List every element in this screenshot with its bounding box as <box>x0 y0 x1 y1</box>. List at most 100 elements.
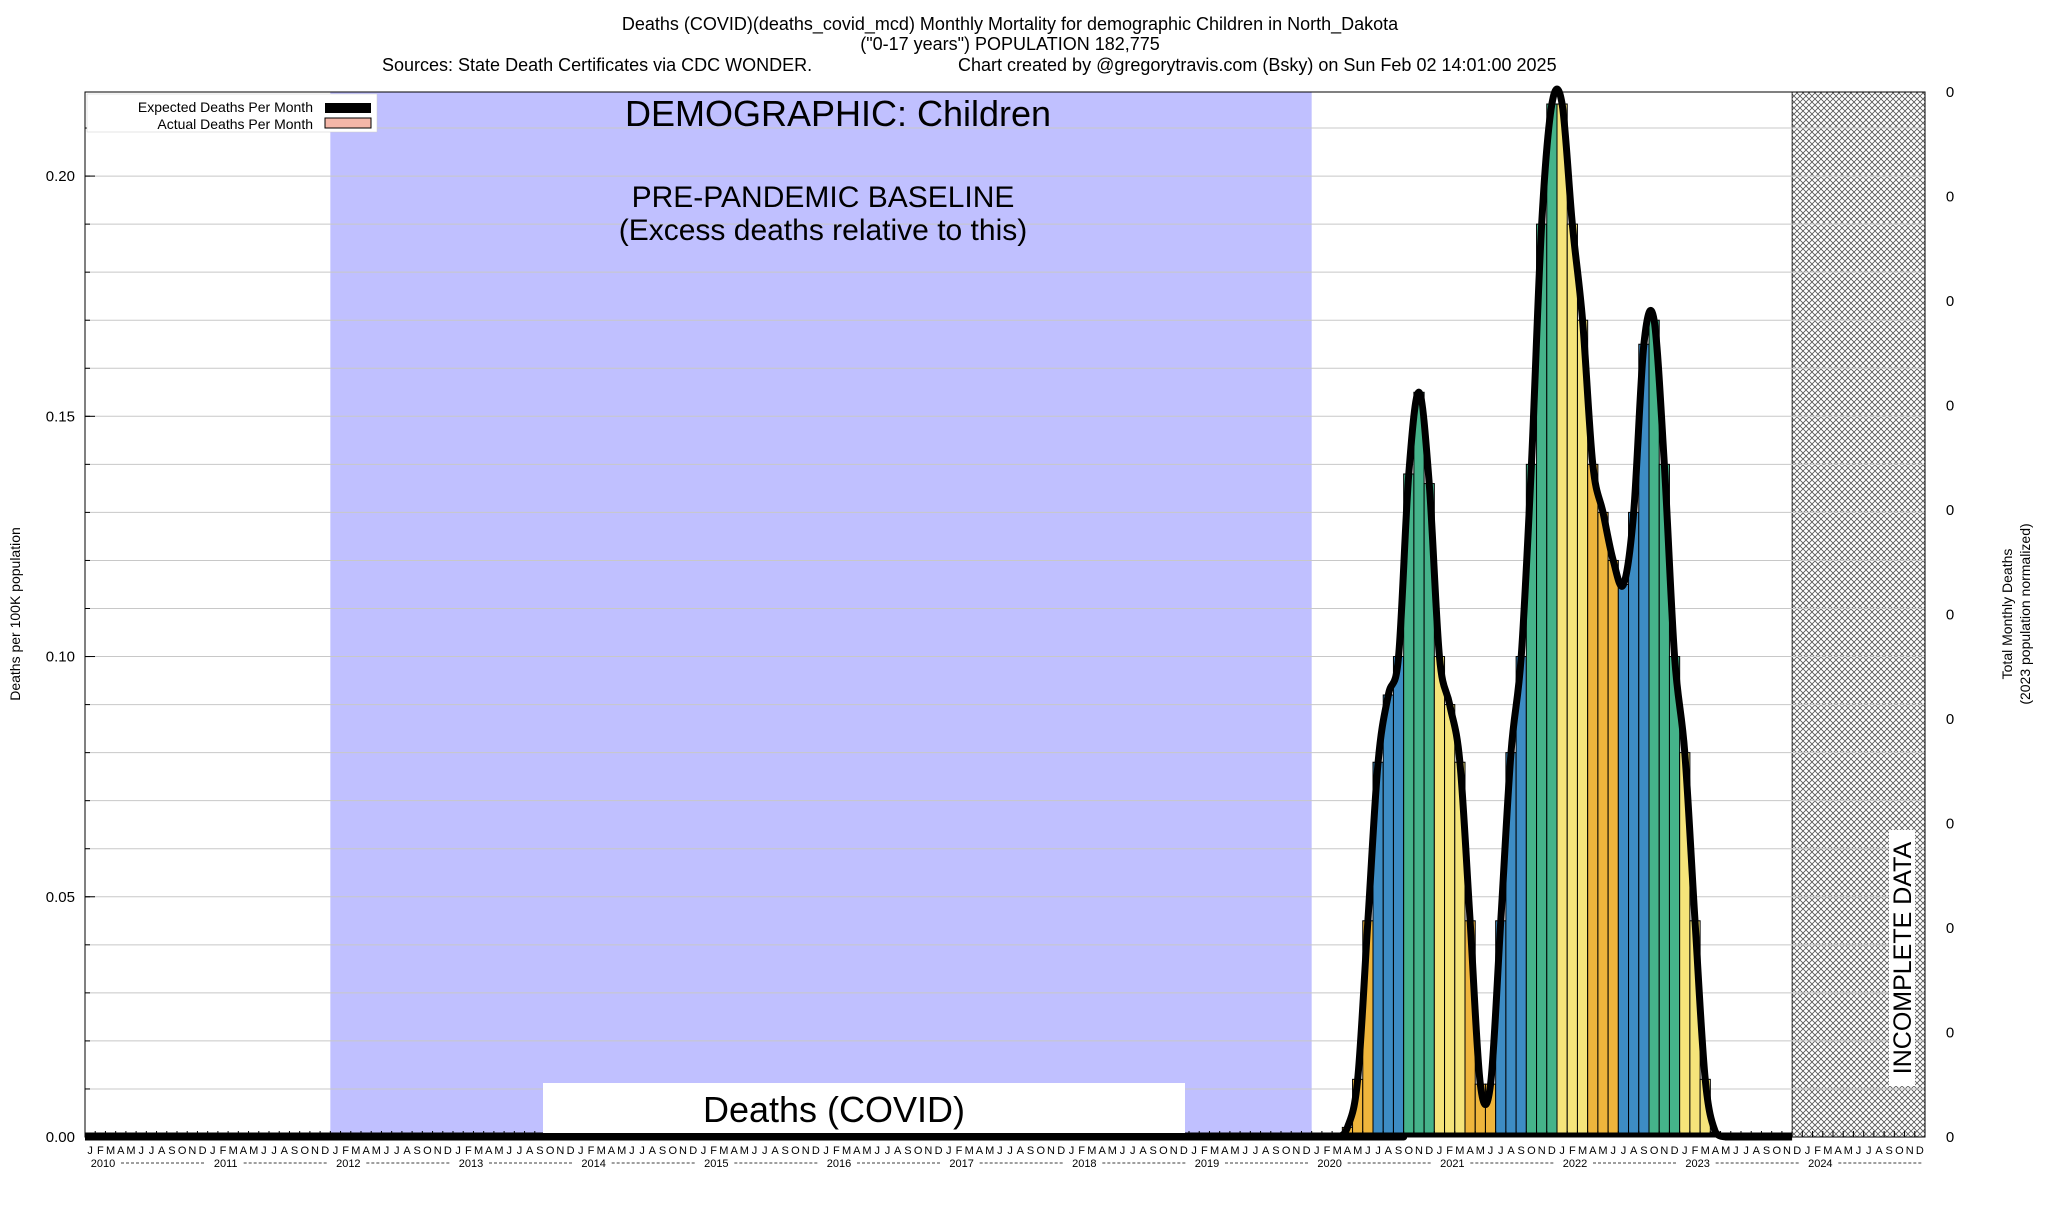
month-label: J <box>271 1145 277 1157</box>
year-label: 2014 <box>581 1158 605 1170</box>
bar-2022-12 <box>1669 657 1679 1137</box>
month-label: F <box>1078 1145 1085 1157</box>
demographic-annotation: DEMOGRAPHIC: Children <box>625 93 1051 134</box>
month-label: S <box>1395 1145 1402 1157</box>
month-label: M <box>1844 1145 1853 1157</box>
month-label: J <box>629 1145 635 1157</box>
month-label: M <box>1701 1145 1710 1157</box>
month-label: M <box>1087 1145 1096 1157</box>
bar-2021-02 <box>1445 705 1455 1137</box>
month-label: J <box>1375 1145 1381 1157</box>
month-label: J <box>210 1145 216 1157</box>
bar-2021-12 <box>1547 104 1557 1137</box>
month-label: M <box>985 1145 994 1157</box>
month-label: J <box>1621 1145 1627 1157</box>
month-label: J <box>1488 1145 1494 1157</box>
chart-sources: Sources: State Death Certificates via CD… <box>382 55 812 75</box>
month-label: F <box>465 1145 472 1157</box>
y-tick-label: 0.00 <box>46 1129 75 1146</box>
month-label: A <box>240 1145 248 1157</box>
right-tick-label: 0 <box>1946 607 1954 624</box>
month-label: F <box>956 1145 963 1157</box>
month-label: A <box>1589 1145 1597 1157</box>
month-label: S <box>536 1145 543 1157</box>
year-label: 2020 <box>1317 1158 1341 1170</box>
month-label: O <box>1895 1145 1904 1157</box>
month-label: J <box>333 1145 339 1157</box>
bar-2022-05 <box>1598 512 1608 1137</box>
month-label: O <box>914 1145 923 1157</box>
bar-2021-01 <box>1434 657 1444 1137</box>
bar-2020-11 <box>1414 392 1424 1137</box>
month-label: A <box>158 1145 166 1157</box>
month-label: J <box>384 1145 390 1157</box>
month-label: N <box>1415 1145 1423 1157</box>
month-label: F <box>1692 1145 1699 1157</box>
right-tick-label: 0 <box>1946 1129 1954 1146</box>
month-label: J <box>1805 1145 1811 1157</box>
year-label: 2022 <box>1563 1158 1587 1170</box>
month-label: O <box>1404 1145 1413 1157</box>
month-label: J <box>1856 1145 1862 1157</box>
month-label: S <box>782 1145 789 1157</box>
month-label: O <box>423 1145 432 1157</box>
month-label: O <box>1527 1145 1536 1157</box>
legend-actual-swatch <box>325 118 371 128</box>
bar-2022-09 <box>1639 344 1649 1137</box>
bar-2022-04 <box>1588 464 1598 1137</box>
month-label: S <box>1150 1145 1157 1157</box>
month-label: N <box>188 1145 196 1157</box>
month-label: J <box>1253 1145 1259 1157</box>
month-label: O <box>791 1145 800 1157</box>
month-label: J <box>455 1145 461 1157</box>
baseline-region <box>330 92 1311 1137</box>
month-label: J <box>394 1145 400 1157</box>
month-label: M <box>249 1145 258 1157</box>
month-label: F <box>710 1145 717 1157</box>
year-label: 2013 <box>459 1158 483 1170</box>
right-tick-label: 0 <box>1946 502 1954 519</box>
month-label: O <box>1036 1145 1045 1157</box>
month-label: A <box>976 1145 984 1157</box>
month-label: M <box>106 1145 115 1157</box>
month-label: D <box>1425 1145 1433 1157</box>
month-label: F <box>1446 1145 1453 1157</box>
month-label: F <box>1201 1145 1208 1157</box>
incomplete-data-label: INCOMPLETE DATA <box>1889 841 1917 1074</box>
year-label: 2015 <box>704 1158 728 1170</box>
month-label: S <box>291 1145 298 1157</box>
month-label: F <box>588 1145 595 1157</box>
month-label: D <box>1303 1145 1311 1157</box>
month-label: N <box>1906 1145 1914 1157</box>
month-label: A <box>608 1145 616 1157</box>
month-label: A <box>1139 1145 1147 1157</box>
month-label: D <box>567 1145 575 1157</box>
month-label: J <box>1743 1145 1749 1157</box>
month-label: O <box>1159 1145 1168 1157</box>
month-label: A <box>117 1145 125 1157</box>
month-label: J <box>752 1145 758 1157</box>
month-label: M <box>1230 1145 1239 1157</box>
bar-2022-08 <box>1629 512 1639 1137</box>
month-label: M <box>1476 1145 1485 1157</box>
month-label: O <box>1282 1145 1291 1157</box>
cause-label: Deaths (COVID) <box>703 1089 965 1130</box>
month-label: J <box>1069 1145 1075 1157</box>
month-label: A <box>1834 1145 1842 1157</box>
month-label: D <box>199 1145 207 1157</box>
month-label: J <box>1437 1145 1443 1157</box>
month-label: M <box>1210 1145 1219 1157</box>
month-label: D <box>1793 1145 1801 1157</box>
month-label: J <box>1610 1145 1616 1157</box>
month-label: M <box>617 1145 626 1157</box>
right-tick-label: 0 <box>1946 711 1954 728</box>
month-label: N <box>311 1145 319 1157</box>
month-label: A <box>853 1145 861 1157</box>
month-label: M <box>372 1145 381 1157</box>
month-label: M <box>1333 1145 1342 1157</box>
month-label: N <box>1783 1145 1791 1157</box>
month-label: A <box>1017 1145 1025 1157</box>
month-label: A <box>730 1145 738 1157</box>
legend-actual-label: Actual Deaths Per Month <box>157 116 313 132</box>
